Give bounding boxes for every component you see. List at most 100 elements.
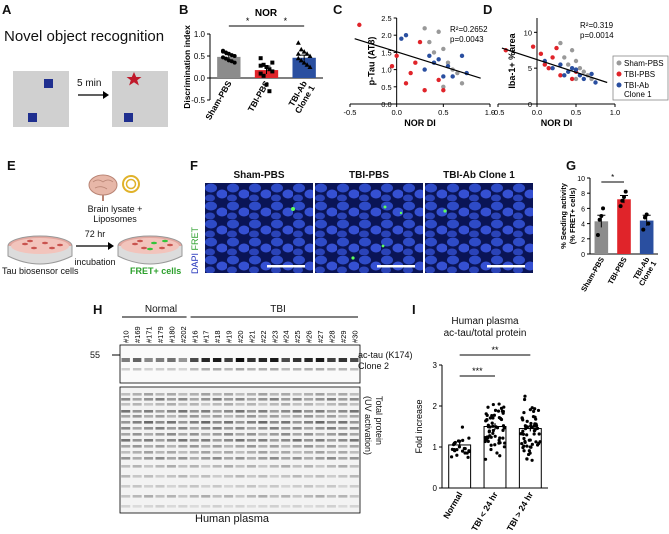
band-total bbox=[201, 439, 211, 442]
data-point bbox=[449, 455, 454, 459]
data-point bbox=[491, 416, 495, 420]
data-point bbox=[490, 413, 494, 418]
f-title-2: TBI-Ab Clone 1 bbox=[443, 170, 515, 181]
cells-left bbox=[22, 239, 63, 250]
band-total bbox=[166, 505, 176, 508]
band-total bbox=[201, 398, 211, 401]
band-total bbox=[144, 451, 154, 454]
band-total bbox=[304, 451, 314, 454]
y-tick-label: 0.5 bbox=[381, 83, 391, 92]
band-total bbox=[292, 403, 302, 406]
panel-a-label: A bbox=[2, 2, 12, 17]
fret-cells bbox=[147, 239, 168, 251]
band-total bbox=[132, 421, 142, 424]
band-total bbox=[144, 403, 154, 406]
band-total bbox=[155, 415, 165, 418]
band-total bbox=[132, 465, 142, 468]
band-total bbox=[281, 475, 291, 478]
scatter-point bbox=[558, 40, 563, 46]
band-total bbox=[189, 485, 199, 488]
band-total bbox=[269, 451, 279, 454]
band-total bbox=[338, 439, 348, 442]
lane-label: #21 bbox=[247, 330, 256, 343]
data-point bbox=[258, 71, 263, 76]
band-total bbox=[121, 505, 131, 508]
data-point bbox=[455, 453, 459, 457]
legend-swatch bbox=[616, 82, 622, 88]
band-total bbox=[132, 451, 142, 454]
data-point bbox=[644, 212, 649, 217]
band-total bbox=[212, 415, 222, 418]
scatter-point bbox=[394, 53, 399, 59]
scatter-point bbox=[436, 57, 441, 62]
data-point bbox=[462, 446, 466, 451]
band-total bbox=[349, 505, 359, 508]
data-point bbox=[522, 436, 526, 441]
band-total bbox=[246, 451, 256, 454]
data-point bbox=[223, 56, 228, 61]
band-actau-faint bbox=[190, 368, 199, 371]
data-point bbox=[528, 408, 532, 412]
category-label: TBI-PBS bbox=[246, 79, 272, 114]
band-total bbox=[212, 403, 222, 406]
data-point bbox=[528, 445, 532, 449]
band-total bbox=[121, 410, 131, 413]
data-point bbox=[595, 233, 600, 237]
band-total bbox=[201, 393, 211, 396]
band-total bbox=[304, 465, 314, 468]
y-tick-label: 2 bbox=[433, 402, 438, 411]
band-total bbox=[224, 439, 234, 442]
band-total bbox=[292, 393, 302, 396]
band-total bbox=[304, 403, 314, 406]
band-total bbox=[338, 457, 348, 460]
band-total bbox=[281, 415, 291, 418]
data-point bbox=[529, 421, 533, 426]
data-point bbox=[301, 60, 307, 65]
band-total bbox=[292, 421, 302, 424]
band-total bbox=[189, 403, 199, 406]
lane-label: #19 bbox=[225, 330, 234, 343]
annotation-r2: R²=0.319 bbox=[580, 21, 614, 30]
scatter-point bbox=[427, 39, 432, 45]
data-point bbox=[484, 412, 488, 416]
data-point bbox=[519, 432, 523, 436]
scatter-point bbox=[554, 45, 559, 51]
scatter-point bbox=[581, 69, 586, 74]
data-point bbox=[622, 195, 626, 199]
data-point bbox=[523, 394, 527, 398]
data-point bbox=[530, 442, 534, 446]
band-total bbox=[281, 451, 291, 454]
blot-total-protein bbox=[119, 386, 361, 514]
data-point bbox=[599, 214, 604, 218]
band-total bbox=[212, 427, 222, 430]
object-familiar-1 bbox=[44, 79, 53, 88]
data-point bbox=[523, 440, 527, 444]
category-label: TBI < 24 hr bbox=[469, 489, 500, 532]
legend-swatch bbox=[616, 60, 622, 66]
band-total bbox=[189, 427, 199, 430]
data-point bbox=[498, 454, 502, 458]
y-tick-label: 0.0 bbox=[194, 74, 206, 83]
data-point bbox=[502, 426, 506, 430]
band-total bbox=[178, 398, 188, 401]
h-caption: Human plasma bbox=[195, 513, 269, 525]
band-total bbox=[132, 415, 142, 418]
band-total bbox=[212, 445, 222, 448]
band-total bbox=[338, 433, 348, 436]
data-point bbox=[491, 402, 495, 407]
band-total bbox=[338, 403, 348, 406]
band-total bbox=[189, 393, 199, 396]
scatter-point bbox=[441, 88, 446, 93]
fret-label: FRET bbox=[190, 226, 200, 251]
band-total bbox=[189, 421, 199, 424]
data-point bbox=[460, 449, 465, 453]
chart-d: 0 5 10 -0.5 0.0 0.5 1.0 NOR DI Iba-1+ %area R²=0.… bbox=[492, 18, 669, 128]
band-total bbox=[349, 393, 359, 396]
band-total bbox=[132, 495, 142, 498]
lane-label: #20 bbox=[236, 330, 245, 343]
band-total bbox=[326, 433, 336, 436]
band-total bbox=[224, 457, 234, 460]
band-total bbox=[178, 421, 188, 424]
fret-puncta bbox=[291, 205, 447, 260]
band-total bbox=[292, 485, 302, 488]
